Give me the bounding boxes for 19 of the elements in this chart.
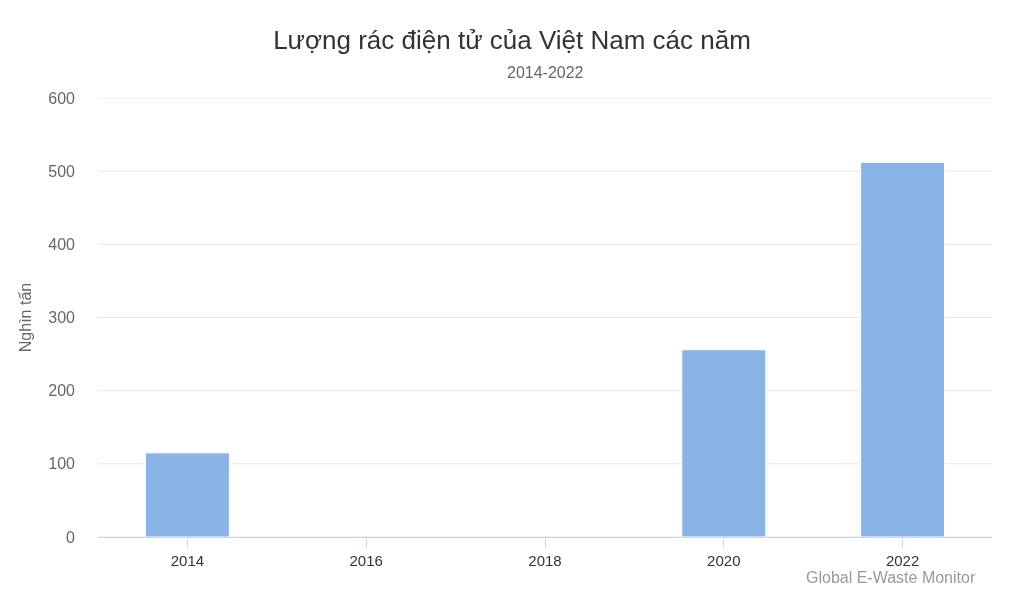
y-tick-label: 500	[48, 162, 76, 180]
x-tick-label: 2018	[528, 552, 562, 569]
x-tick-label: 2016	[349, 552, 383, 569]
bar	[681, 349, 767, 537]
y-tick-label: 300	[48, 309, 76, 327]
y-tick-label: 400	[48, 235, 76, 253]
x-tick-label: 2022	[885, 552, 920, 569]
bar	[144, 452, 230, 537]
y-tick-label: 200	[48, 382, 76, 400]
y-tick-label: 600	[48, 89, 76, 107]
chart-title: Lượng rác điện tử của Việt Nam các năm	[273, 25, 751, 56]
y-tick-label: 0	[66, 528, 76, 546]
y-tick-label: 100	[48, 455, 76, 473]
bar	[860, 161, 946, 537]
y-axis-title: Nghìn tấn	[17, 282, 35, 353]
x-tick-label: 2014	[170, 552, 205, 569]
x-tick-label: 2020	[707, 552, 741, 569]
text: Global E-Waste Monitor	[806, 569, 976, 586]
chart-subtitle: 2014-2022	[507, 64, 584, 81]
